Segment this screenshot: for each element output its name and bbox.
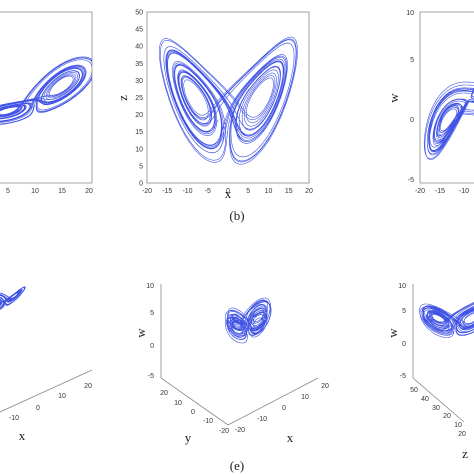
y-axis-label: w — [386, 93, 401, 103]
tick-label: -5 — [148, 373, 154, 380]
y-axis-line — [412, 377, 465, 423]
y-tick-label: 20 — [135, 112, 143, 119]
x-tick-label: -10 — [182, 188, 192, 195]
z-axis-label: w — [385, 328, 400, 338]
y-tick-label: 0 — [139, 181, 143, 188]
tick-label: 40 — [421, 396, 429, 403]
trajectory-top-middle — [158, 36, 298, 165]
y-tick-labels: 0 5 10 15 20 25 30 35 40 45 50 — [135, 10, 143, 188]
tick-label: 5 — [150, 310, 154, 317]
tick-label: -5 — [408, 177, 414, 184]
tick-label: 0 — [282, 405, 286, 412]
tick-label: 10 — [301, 394, 309, 401]
panel-top-middle: -20 -15 -10 -5 0 5 10 15 20 0 5 10 15 20 25 30 35 40 45 50… — [115, 10, 313, 202]
y-tick-label: 10 — [135, 146, 143, 153]
tick-label: 10 — [146, 283, 154, 290]
tick-label: 20 — [84, 383, 92, 390]
tick-label: 5 — [410, 57, 414, 64]
attractor-trajectory — [0, 56, 92, 125]
x-tick-label: 15 — [285, 188, 293, 195]
tick-label: 20 — [160, 390, 168, 397]
tick-label: 0 — [191, 409, 195, 416]
tick-label: -20 — [415, 188, 425, 195]
tick-label: -10 — [257, 416, 267, 423]
trajectory-bottom-right — [419, 301, 474, 338]
panel-bottom-middle: 10 5 0 -5 20 10 0 -10 -20 -20 -10 0 10 2… — [133, 283, 329, 445]
y-axis-label: y — [185, 430, 192, 445]
y-axis-label: z — [115, 95, 130, 101]
caption-top: (b) — [229, 208, 244, 223]
y-tick-label: 45 — [135, 27, 143, 34]
y-tick-label: 30 — [135, 78, 143, 85]
x-axis-label: x — [225, 186, 232, 201]
plot-frame — [146, 11, 310, 184]
tick-label: 10 — [398, 283, 406, 290]
x-axis-line — [227, 377, 319, 426]
attractor-trajectory — [419, 301, 474, 338]
y-tick-label: 50 — [135, 10, 143, 17]
trajectory-bottom-middle — [224, 297, 272, 344]
tick-label: 10 — [454, 422, 462, 429]
x-tick-label: 5 — [246, 188, 250, 195]
tick-label: 0 — [410, 117, 414, 124]
x-axis-label: z — [462, 446, 468, 461]
tick-label: 10 — [31, 188, 39, 195]
trajectory-top-left — [0, 56, 92, 125]
panel-top-right: 10 5 0 -5 -20 -15 -10 w — [386, 10, 474, 195]
tick-label: 15 — [58, 188, 66, 195]
y-tick-label: 15 — [135, 129, 143, 136]
attractor-trajectory — [0, 286, 26, 310]
tick-label: 0 — [402, 341, 406, 348]
tick-label: 10 — [174, 400, 182, 407]
tick-label: -5 — [400, 373, 406, 380]
x-tick-label: 20 — [305, 188, 313, 195]
x-axis-line — [0, 369, 93, 413]
y-tick-label: 35 — [135, 61, 143, 68]
y-tick-label: 40 — [135, 44, 143, 51]
tick-label: 30 — [432, 405, 440, 412]
x-tick-label: 10 — [265, 188, 273, 195]
x-tick-label: 0 — [226, 188, 230, 195]
tick-label: 20 — [321, 383, 329, 390]
tick-label: 0 — [150, 343, 154, 350]
tick-label: -10 — [203, 418, 213, 425]
trajectory-bottom-left — [0, 286, 26, 310]
tick-label: 5 — [6, 188, 10, 195]
tick-label: 0 — [36, 405, 40, 412]
attractor-trajectory — [423, 81, 474, 160]
x-axis-label: x — [287, 430, 294, 445]
tick-label: 20 — [443, 413, 451, 420]
x-tick-label: -5 — [205, 188, 211, 195]
attractor-trajectory — [224, 297, 272, 344]
y-tick-label: 25 — [135, 95, 143, 102]
x-tick-label: -15 — [162, 188, 172, 195]
tick-label: -10 — [459, 188, 469, 195]
tick-label: 10 — [406, 10, 414, 17]
tick-label: 50 — [410, 387, 418, 394]
trajectory-top-right — [423, 81, 474, 160]
y-tick-label: 5 — [139, 163, 143, 170]
y-axis-line — [160, 377, 229, 426]
x-tick-labels: -20 -15 -10 -5 0 5 10 15 20 — [142, 188, 313, 195]
tick-label: 10 — [58, 393, 66, 400]
panel-top-left: 5 10 15 20 — [0, 11, 93, 195]
panel-bottom-right: 10 5 0 -5 50 40 30 20 10 20 w z — [385, 283, 474, 461]
tick-label: -20 — [219, 428, 229, 435]
tick-label: 20 — [458, 431, 466, 438]
attractor-trajectory — [158, 36, 298, 165]
caption-bottom: (e) — [230, 458, 244, 473]
z-axis-label: w — [133, 328, 148, 338]
tick-label: -10 — [9, 415, 19, 422]
panel-bottom-left: -10 0 10 20 x — [0, 286, 93, 443]
tick-label: 5 — [402, 308, 406, 315]
x-axis-label: x — [19, 428, 26, 443]
tick-label: -15 — [435, 188, 445, 195]
tick-label: 20 — [85, 188, 93, 195]
x-tick-label: -20 — [142, 188, 152, 195]
tick-label: -20 — [235, 427, 245, 434]
